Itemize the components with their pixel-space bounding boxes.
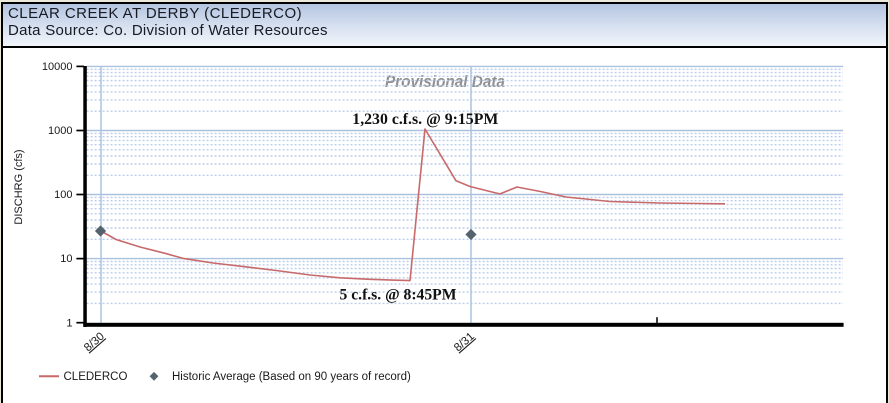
svg-text:1: 1 [66,317,72,329]
svg-text:10000: 10000 [42,61,73,73]
svg-text:Historic Average (Based on 90: Historic Average (Based on 90 years of r… [172,371,411,383]
svg-text:100: 100 [54,189,72,201]
svg-text:1,230 c.f.s. @ 9:15PM: 1,230 c.f.s. @ 9:15PM [352,111,498,128]
svg-text:5 c.f.s. @ 8:45PM: 5 c.f.s. @ 8:45PM [340,287,457,304]
svg-text:8/30: 8/30 [82,331,107,355]
svg-text:1000: 1000 [48,125,72,137]
svg-text:8/31: 8/31 [452,331,477,355]
svg-text:DISCHRG (cfs): DISCHRG (cfs) [13,149,25,224]
svg-text:CLEDERCO: CLEDERCO [64,371,128,383]
svg-text:10: 10 [60,253,72,265]
svg-text:Provisional Data: Provisional Data [385,73,505,91]
